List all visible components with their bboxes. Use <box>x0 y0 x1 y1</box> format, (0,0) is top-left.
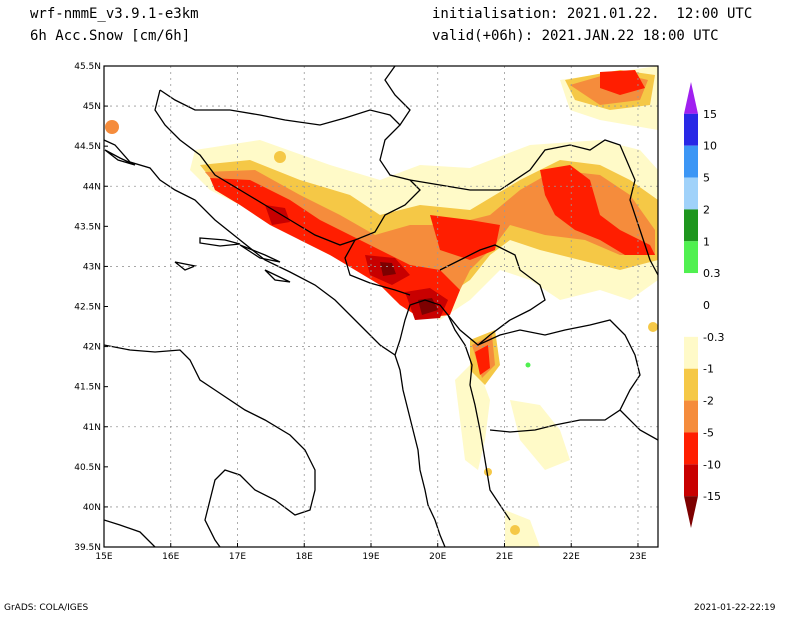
colorbar-label: 10 <box>703 140 717 153</box>
colorbar-label: 2 <box>703 203 710 216</box>
colorbar-segment <box>684 177 698 210</box>
lat-label: 44N <box>83 182 101 192</box>
snow-area-red <box>600 70 645 95</box>
montenegro-albania-border <box>394 299 511 521</box>
snow-spot <box>510 525 520 535</box>
colorbar-segment <box>684 400 698 433</box>
lat-label: 45.5N <box>74 62 101 72</box>
latitude-labels: 45.5N 45N 44.5N 44N 43.5N 43N 42.5N 42N 41.5N 41N… <box>74 62 108 553</box>
lat-label: 43N <box>83 262 101 272</box>
lon-label: 18E <box>296 552 313 562</box>
lat-label: 42.5N <box>74 303 101 313</box>
colorbar-label: 1 <box>703 235 710 248</box>
lon-label: 21E <box>496 552 513 562</box>
colorbar-segment <box>684 432 698 465</box>
model-name: wrf-nmmE_v3.9.1-e3km <box>30 6 199 22</box>
colorbar-label: -2 <box>703 395 714 408</box>
colorbar-segment <box>684 464 698 497</box>
lat-label: 45N <box>83 102 101 112</box>
lon-label: 15E <box>95 552 112 562</box>
snow-area-light <box>455 360 490 470</box>
adriatic-coastline <box>104 139 446 547</box>
lat-label: 41N <box>83 423 101 433</box>
lat-label: 39.5N <box>74 543 101 553</box>
colorbar-segment <box>684 113 698 146</box>
colorbar-label: -10 <box>703 458 721 471</box>
colorbar-label: 0 <box>703 299 710 312</box>
map-frame <box>103 65 659 548</box>
colorbar-label: 0.3 <box>703 267 721 280</box>
lat-label: 44.5N <box>74 142 101 152</box>
colorbar-segment <box>684 241 698 274</box>
colorbar-label: -15 <box>703 490 721 503</box>
croatian-island <box>104 149 136 166</box>
valid-time: valid(+06h): 2021.JAN.22 18:00 UTC <box>432 28 719 44</box>
snow-spot <box>648 322 658 332</box>
colorbar-segment <box>684 496 698 528</box>
snow-spot <box>484 468 492 476</box>
snow-area-red <box>540 165 655 255</box>
colorbar <box>684 82 698 528</box>
italy-coastline-west <box>104 519 156 547</box>
colorbar-segment <box>684 368 698 401</box>
colorbar-segment <box>684 82 698 114</box>
lat-label: 40.5N <box>74 463 101 473</box>
serbia-east-border <box>409 139 658 276</box>
snow-area-orange <box>205 170 655 315</box>
serbia-border <box>384 66 411 126</box>
lon-label: 19E <box>362 552 379 562</box>
greece-border <box>619 409 658 441</box>
lon-label: 16E <box>162 552 179 562</box>
croatian-island <box>174 261 198 271</box>
croatian-island <box>199 237 241 247</box>
colorbar-segment <box>684 336 698 369</box>
italy-coastline <box>104 344 316 547</box>
croatia-inland-border <box>154 89 356 246</box>
colorbar-label: 15 <box>703 108 717 121</box>
longitude-labels: 15E 16E 17E 18E 19E 20E 21E 22E 23E <box>95 543 647 562</box>
lon-label: 17E <box>229 552 246 562</box>
colorbar-label: 5 <box>703 172 710 185</box>
field-name: 6h Acc.Snow [cm/6h] <box>30 28 191 44</box>
colorbar-segment <box>684 305 698 337</box>
croatian-island <box>264 269 291 283</box>
snow-area-light <box>510 400 570 470</box>
colorbar-segment <box>684 273 698 305</box>
lat-label: 43.5N <box>74 222 101 232</box>
graticule <box>104 66 658 547</box>
lat-label: 41.5N <box>74 383 101 393</box>
timestamp-text: 2021-01-22-22:19 <box>694 603 776 613</box>
lat-label: 40N <box>83 503 101 513</box>
colorbar-labels: 15 10 5 2 1 0.3 0 -0.3 -1 -2 -5 -10 -15 <box>703 108 724 503</box>
colorbar-label: -0.3 <box>703 331 724 344</box>
kosovo-border <box>439 244 546 346</box>
snow-spot <box>525 362 531 368</box>
lon-label: 20E <box>429 552 446 562</box>
colorbar-label: -5 <box>703 426 714 439</box>
lon-label: 23E <box>629 552 646 562</box>
lat-label: 42N <box>83 343 101 353</box>
snow-fields <box>105 66 658 547</box>
macedonia-border <box>477 319 641 433</box>
colorbar-label: -1 <box>703 363 714 376</box>
snow-area-darkred <box>265 205 290 225</box>
init-time: initialisation: 2021.01.22. 12:00 UTC <box>432 6 753 22</box>
snow-area-red <box>475 345 490 375</box>
credit-text: GrADS: COLA/IGES <box>4 603 89 613</box>
coastlines-borders <box>104 66 658 547</box>
snow-area-light <box>505 510 540 547</box>
north-border <box>159 89 421 296</box>
colorbar-segment <box>684 145 698 178</box>
snow-spot <box>105 120 119 134</box>
colorbar-segment <box>684 209 698 242</box>
croatian-island <box>239 244 281 263</box>
snow-area-darkred <box>380 262 396 276</box>
snow-spot <box>274 151 286 163</box>
lon-label: 22E <box>563 552 580 562</box>
